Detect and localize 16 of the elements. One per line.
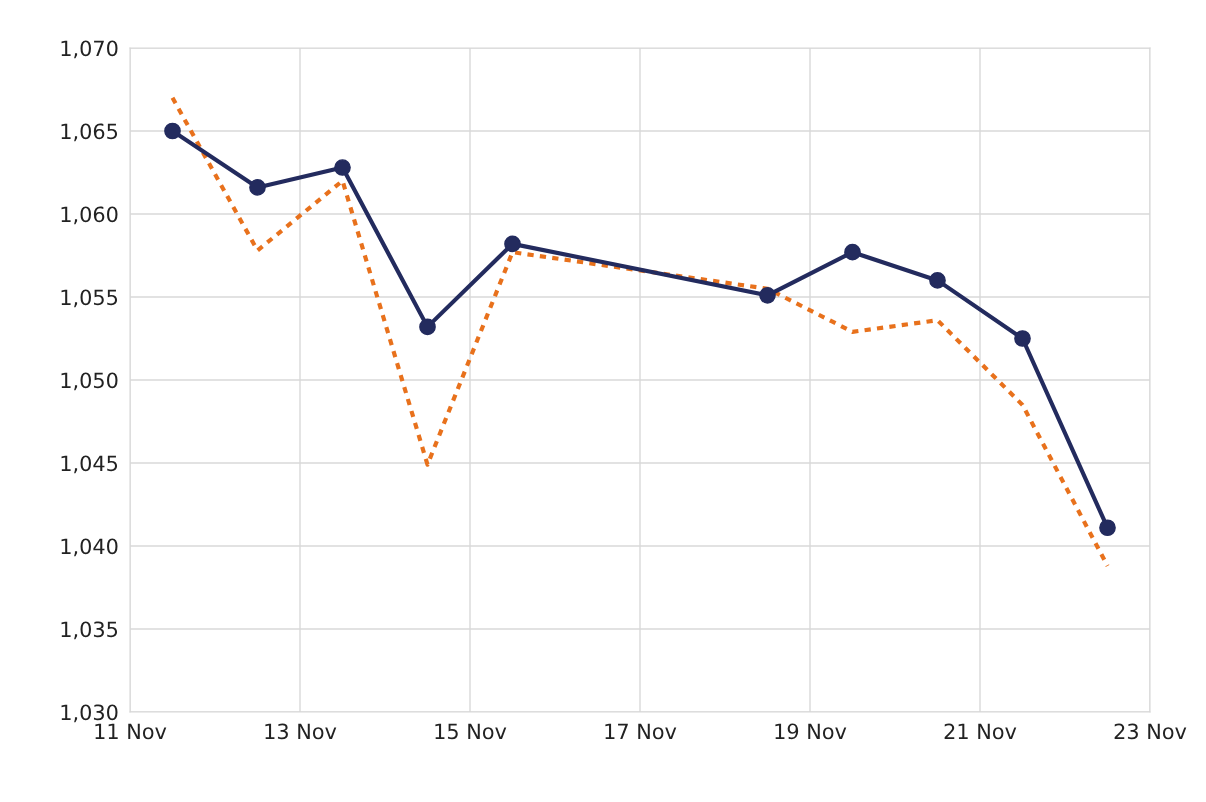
y-tick-label: 1,035 [61, 621, 118, 640]
y-tick-label: 1,070 [61, 40, 118, 59]
x-tick-label: 15 Nov [435, 723, 507, 740]
x-tick-label: 13 Nov [265, 723, 337, 740]
y-tick-label: 1,060 [61, 206, 118, 225]
x-tick-label: 11 Nov [95, 723, 167, 740]
y-tick-label: 1,040 [61, 538, 118, 557]
y-tick-label: 1,030 [61, 704, 118, 723]
x-tick-label: 21 Nov [944, 723, 1017, 740]
y-tick-label: 1,065 [61, 123, 118, 142]
y-tick-label: 1,055 [61, 289, 118, 308]
y-tick-label: 1,045 [61, 455, 118, 474]
y-tick-label: 1,050 [61, 372, 118, 391]
x-tick-label: 19 Nov [775, 723, 847, 740]
x-tick-label: 23 Nov [1114, 723, 1187, 740]
x-tick-label: 17 Nov [605, 723, 677, 740]
